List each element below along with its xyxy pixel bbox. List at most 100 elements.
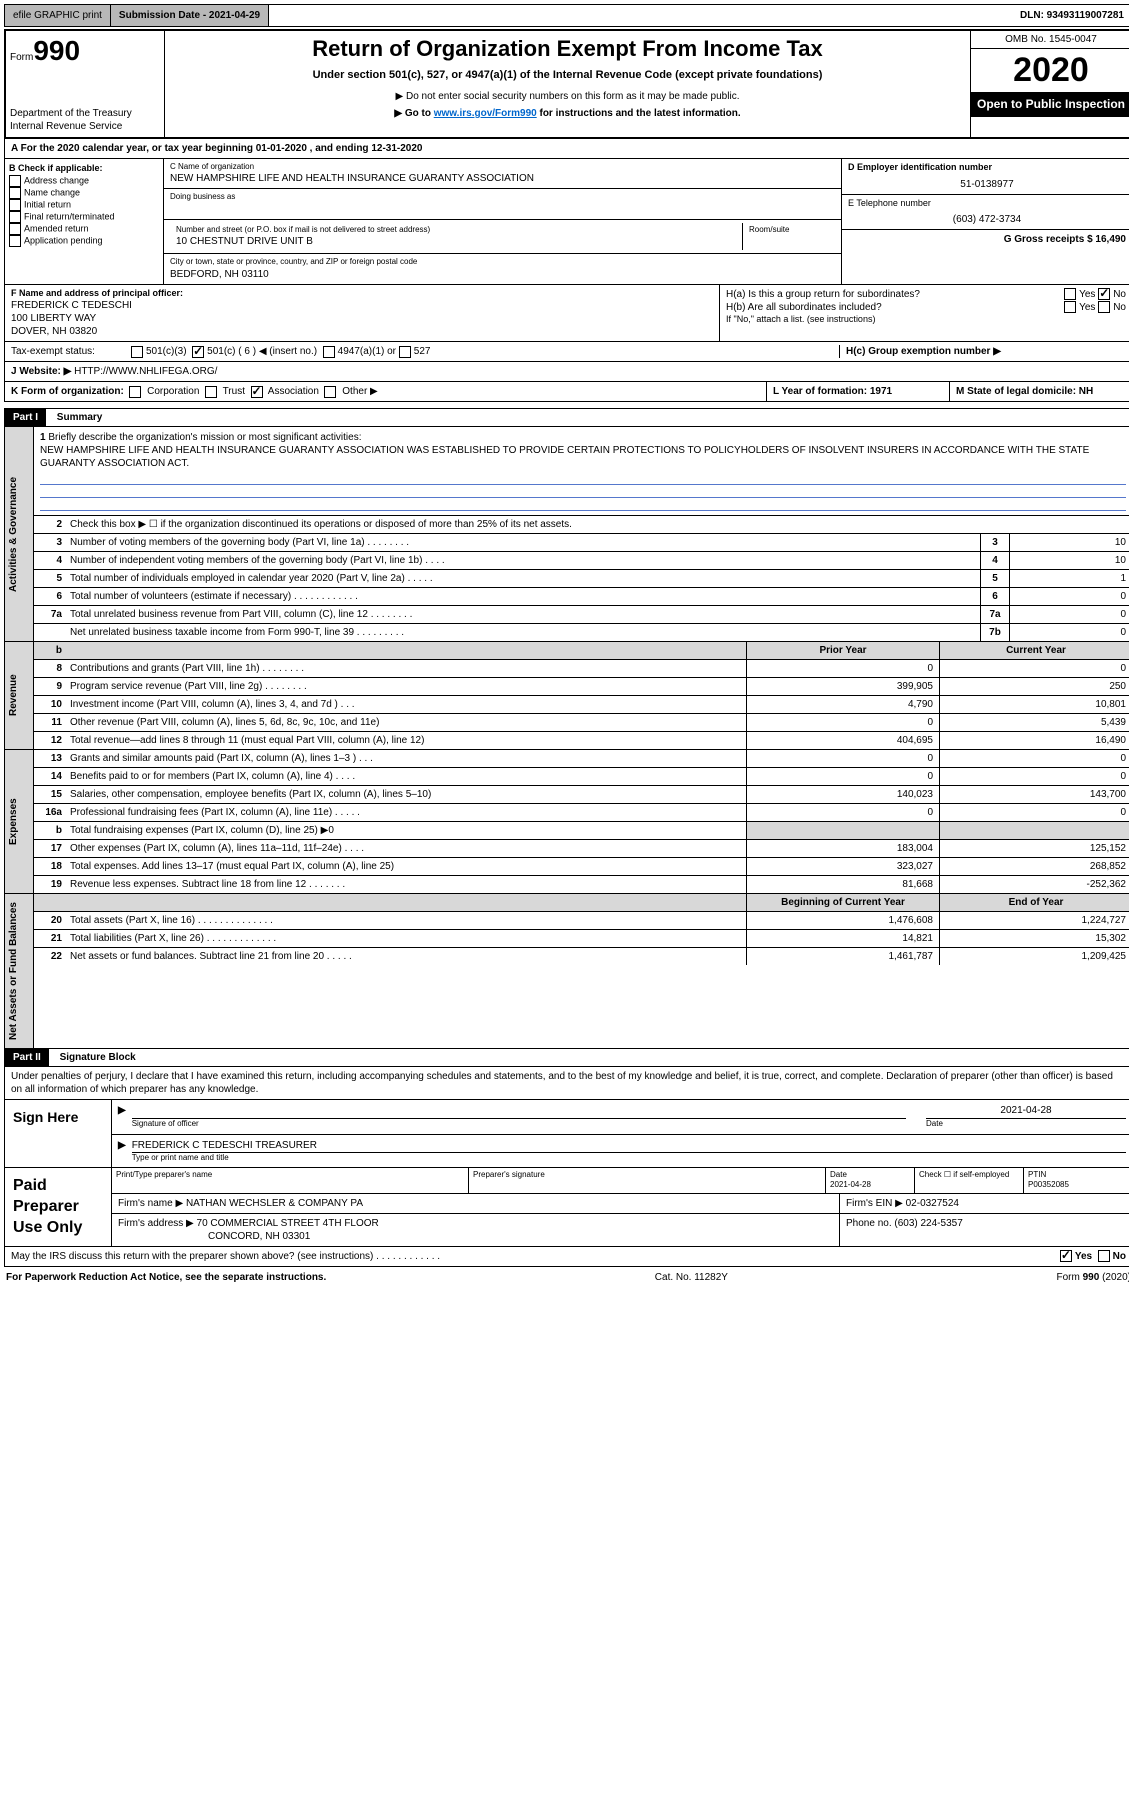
cb-trust[interactable]: [205, 386, 217, 398]
cb-name[interactable]: Name change: [9, 187, 159, 199]
dln-label: DLN: 93493119007281: [1012, 5, 1129, 26]
form-number: 990: [33, 35, 80, 66]
declaration: Under penalties of perjury, I declare th…: [4, 1067, 1129, 1100]
officer-addr1: 100 LIBERTY WAY: [11, 312, 713, 325]
part1-title: Summary: [49, 410, 111, 425]
table-row: 6Total number of volunteers (estimate if…: [34, 588, 1129, 606]
l1-label: Briefly describe the organization's miss…: [48, 432, 361, 443]
current-year-hdr: Current Year: [939, 642, 1129, 659]
cb-assoc[interactable]: [251, 386, 263, 398]
self-emp[interactable]: Check ☐ if self-employed: [915, 1168, 1024, 1193]
discuss-yes[interactable]: [1060, 1250, 1072, 1262]
form990-link[interactable]: www.irs.gov/Form990: [434, 108, 537, 119]
box-d-label: D Employer identification number: [848, 162, 1126, 174]
table-row: 16aProfessional fundraising fees (Part I…: [34, 804, 1129, 822]
footer-mid: Cat. No. 11282Y: [655, 1271, 728, 1284]
firm-ein: 02-0327524: [906, 1198, 959, 1209]
table-row: 15Salaries, other compensation, employee…: [34, 786, 1129, 804]
table-row: 4Number of independent voting members of…: [34, 552, 1129, 570]
cb-501c3[interactable]: [131, 346, 143, 358]
table-row: 12Total revenue—add lines 8 through 11 (…: [34, 732, 1129, 749]
table-row: bTotal fundraising expenses (Part IX, co…: [34, 822, 1129, 840]
prep-sig-hdr: Preparer's signature: [469, 1168, 826, 1193]
city-label: City or town, state or province, country…: [170, 257, 835, 267]
paid-label: Paid Preparer Use Only: [5, 1168, 112, 1246]
hdr-sub1: Under section 501(c), 527, or 4947(a)(1)…: [169, 68, 966, 82]
table-row: 18Total expenses. Add lines 13–17 (must …: [34, 858, 1129, 876]
cb-amended[interactable]: Amended return: [9, 223, 159, 235]
table-row: 7aTotal unrelated business revenue from …: [34, 606, 1129, 624]
footer-left: For Paperwork Reduction Act Notice, see …: [6, 1271, 326, 1284]
telephone: (603) 472-3734: [848, 213, 1126, 226]
name-label: Type or print name and title: [132, 1153, 1126, 1163]
table-row: 17Other expenses (Part IX, column (A), l…: [34, 840, 1129, 858]
hdr-sub2: ▶ Do not enter social security numbers o…: [169, 90, 966, 103]
ein: 51-0138977: [848, 178, 1126, 191]
netassets-section: Net Assets or Fund Balances Beginning of…: [4, 894, 1129, 1049]
end-year-hdr: End of Year: [939, 894, 1129, 911]
activities-tab: Activities & Governance: [5, 427, 34, 641]
cb-4947[interactable]: [323, 346, 335, 358]
part2-title: Signature Block: [52, 1050, 144, 1065]
cb-address[interactable]: Address change: [9, 175, 159, 187]
org-address: 10 CHESTNUT DRIVE UNIT B: [176, 235, 736, 248]
sig-officer-label: Signature of officer: [132, 1119, 906, 1129]
cb-pending[interactable]: Application pending: [9, 235, 159, 247]
tax-year-line: A For the 2020 calendar year, or tax yea…: [4, 139, 1129, 159]
prep-date: 2021-04-28: [830, 1180, 871, 1189]
addr-label: Number and street (or P.O. box if mail i…: [176, 225, 736, 235]
sig-date: 2021-04-28: [926, 1104, 1126, 1119]
form-header: Form990 Department of the Treasury Inter…: [4, 29, 1129, 139]
cb-corp[interactable]: [129, 386, 141, 398]
entity-block: B Check if applicable: Address change Na…: [4, 159, 1129, 285]
table-row: 19Revenue less expenses. Subtract line 1…: [34, 876, 1129, 893]
website-url[interactable]: HTTP://WWW.NHLIFEGA.ORG/: [74, 365, 217, 378]
table-row: 10Investment income (Part VIII, column (…: [34, 696, 1129, 714]
ptin: P00352085: [1028, 1180, 1069, 1189]
box-e-label: E Telephone number: [848, 198, 1126, 210]
cb-other[interactable]: [324, 386, 336, 398]
officer-addr2: DOVER, NH 03820: [11, 325, 713, 338]
hb-row: H(b) Are all subordinates included? Yes …: [726, 301, 1126, 314]
l1-text: NEW HAMPSHIRE LIFE AND HEALTH INSURANCE …: [40, 445, 1089, 469]
beg-year-hdr: Beginning of Current Year: [746, 894, 939, 911]
netassets-tab: Net Assets or Fund Balances: [5, 894, 34, 1048]
cb-501c[interactable]: [192, 346, 204, 358]
hb-note: If "No," attach a list. (see instruction…: [726, 314, 1126, 326]
cb-527[interactable]: [399, 346, 411, 358]
table-row: 22Net assets or fund balances. Subtract …: [34, 948, 1129, 965]
prep-name-hdr: Print/Type preparer's name: [112, 1168, 469, 1193]
agency1: Department of the Treasury: [10, 107, 160, 120]
org-city: BEDFORD, NH 03110: [170, 268, 835, 281]
public-inspection: Open to Public Inspection: [971, 93, 1129, 117]
revenue-tab: Revenue: [5, 642, 34, 749]
efile-print-button[interactable]: efile GRAPHIC print: [5, 5, 111, 26]
firm-name: NATHAN WECHSLER & COMPANY PA: [186, 1198, 363, 1209]
officer-block: F Name and address of principal officer:…: [4, 285, 1129, 343]
org-name: NEW HAMPSHIRE LIFE AND HEALTH INSURANCE …: [170, 172, 835, 185]
firm-addr2: CONCORD, NH 03301: [118, 1231, 310, 1242]
table-row: 13Grants and similar amounts paid (Part …: [34, 750, 1129, 768]
org-form-row: K Form of organization: Corporation Trus…: [4, 382, 1129, 402]
cb-final[interactable]: Final return/terminated: [9, 211, 159, 223]
footer: For Paperwork Reduction Act Notice, see …: [4, 1267, 1129, 1288]
cb-initial[interactable]: Initial return: [9, 199, 159, 211]
table-row: 9Program service revenue (Part VIII, lin…: [34, 678, 1129, 696]
date-label: Date: [926, 1119, 1126, 1129]
omb-number: OMB No. 1545-0047: [971, 31, 1129, 49]
dba-label: Doing business as: [170, 192, 835, 202]
tax-year: 2020: [971, 49, 1129, 93]
part1-tab: Part I: [5, 409, 46, 426]
table-row: 21Total liabilities (Part X, line 26) . …: [34, 930, 1129, 948]
tax-exempt-row: Tax-exempt status: 501(c)(3) 501(c) ( 6 …: [4, 342, 1129, 362]
discuss-no[interactable]: [1098, 1250, 1110, 1262]
box-b-label: B Check if applicable:: [9, 163, 159, 175]
officer-name: FREDERICK C TEDESCHI: [11, 299, 713, 312]
part1-row: Part I Summary: [4, 408, 1129, 427]
table-row: 20Total assets (Part X, line 16) . . . .…: [34, 912, 1129, 930]
state-domicile: M State of legal domicile: NH: [949, 382, 1129, 401]
activities-section: Activities & Governance 1 Briefly descri…: [4, 427, 1129, 642]
gross-receipts: G Gross receipts $ 16,490: [1004, 234, 1126, 245]
hc-row: H(c) Group exemption number ▶: [839, 345, 1126, 358]
revenue-section: Revenue b Prior Year Current Year 8Contr…: [4, 642, 1129, 750]
